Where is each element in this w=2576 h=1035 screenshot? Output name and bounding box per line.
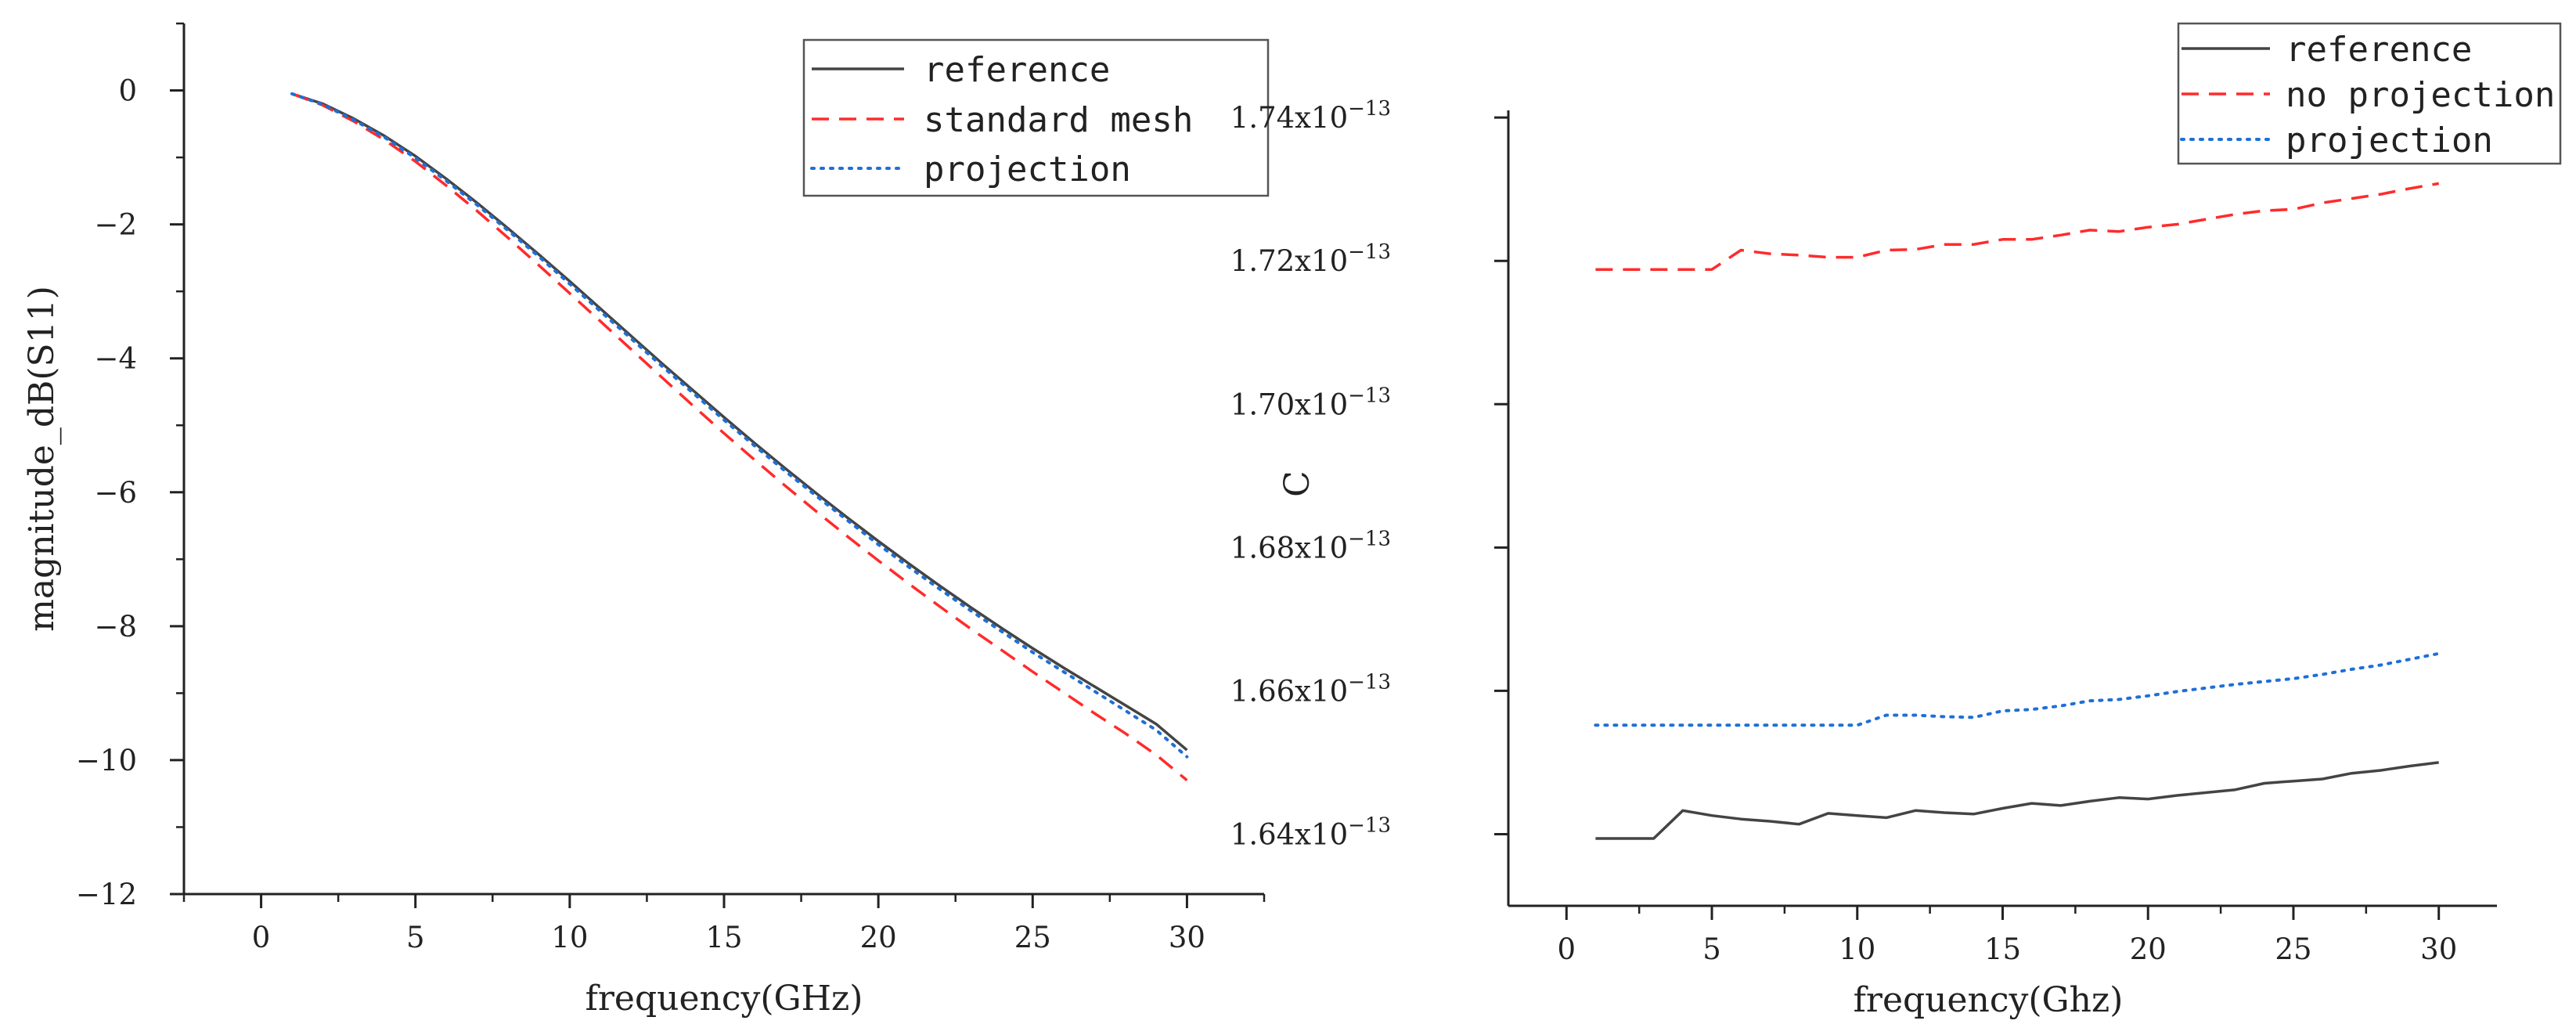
s11-magnitude-chart: 0 5 10 15 20 25 30 0 −2 −4 −6 −8 −10 −12 frequency(GH… [22, 22, 1270, 1019]
right-legend-label-projection: projection [2286, 121, 2493, 160]
right-y-tick-label: 1.66x10−13 [1230, 670, 1391, 708]
right-x-tick-label: 5 [1702, 932, 1721, 966]
left-series [290, 92, 1189, 781]
left-x-tick-label: 15 [705, 921, 742, 954]
left-legend: reference standard mesh projection [802, 38, 1270, 197]
left-x-tick-label: 0 [252, 921, 271, 954]
left-ticks: 0 5 10 15 20 25 30 0 −2 −4 −6 −8 −10 −12 [76, 22, 1266, 954]
left-x-tick-label: 25 [1014, 921, 1051, 954]
right-axes [1507, 110, 2497, 907]
right-x-tick-label: 15 [1984, 932, 2021, 966]
left-y-tick-label: −8 [94, 610, 137, 644]
left-x-tick-label: 30 [1169, 921, 1205, 954]
right-x-tick-label: 20 [2130, 932, 2167, 966]
left-x-tick-label: 20 [860, 921, 897, 954]
left-y-tick-label: 0 [118, 74, 137, 108]
right-y-tick-label: 1.64x10−13 [1230, 813, 1391, 851]
left-y-tick-label: −10 [76, 744, 137, 777]
right-y-tick-label: 1.70x10−13 [1230, 384, 1391, 421]
left-y-tick-label: −6 [94, 476, 137, 510]
right-legend-label-reference: reference [2286, 30, 2472, 70]
left-y-tick-label: −2 [94, 208, 137, 242]
left-y-axis-label: magnitude_dB(S11) [22, 286, 62, 632]
left-y-tick-label: −4 [94, 342, 137, 376]
left-x-tick-label: 10 [551, 921, 588, 954]
left-legend-label-reference: reference [924, 50, 1110, 90]
capacitance-chart: 0 5 10 15 20 25 30 1.64x10−13 1.66x10−13 1.68x10−… [1230, 22, 2562, 1020]
right-x-tick-label: 25 [2275, 932, 2311, 966]
right-legend: reference no projection projection [2177, 22, 2562, 165]
right-series-line-projection [1594, 651, 2441, 727]
right-x-tick-label: 10 [1839, 932, 1875, 966]
left-x-axis-label: frequency(GHz) [585, 979, 863, 1019]
right-y-tick-label: 1.68x10−13 [1230, 527, 1391, 564]
right-y-tick-label: 1.74x10−13 [1230, 97, 1391, 135]
right-y-tick-label: 1.72x10−13 [1230, 240, 1391, 278]
right-x-axis-label: frequency(Ghz) [1854, 980, 2124, 1020]
left-legend-label-projection: projection [924, 150, 1131, 189]
right-series [1594, 182, 2441, 840]
left-legend-label-standard-mesh: standard mesh [924, 100, 1193, 140]
left-series-line-projection [290, 92, 1189, 759]
left-y-tick-label: −12 [76, 878, 137, 911]
right-x-tick-label: 30 [2420, 932, 2457, 966]
left-x-tick-label: 5 [406, 921, 425, 954]
right-series-line-reference [1595, 761, 2439, 840]
right-y-axis-label: C [1277, 471, 1317, 497]
right-ticks: 0 5 10 15 20 25 30 1.64x10−13 1.66x10−13 1.68x10−… [1230, 97, 2457, 966]
right-x-tick-label: 0 [1558, 932, 1576, 966]
left-series-line-reference [291, 92, 1188, 752]
right-series-line-no-projection [1595, 182, 2439, 271]
right-legend-label-no-projection: no projection [2286, 75, 2555, 115]
left-series-line-standard-mesh [291, 92, 1188, 781]
